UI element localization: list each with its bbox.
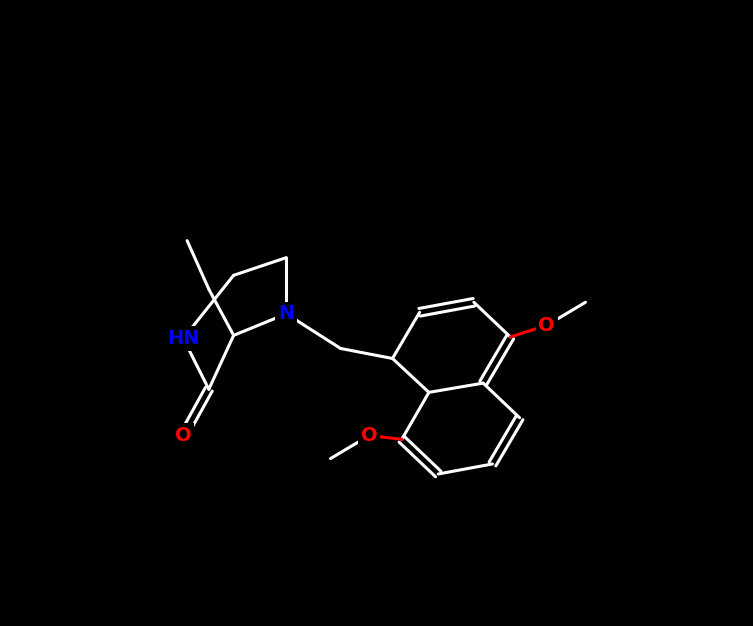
Text: N: N xyxy=(278,304,294,323)
Text: HN: HN xyxy=(167,329,200,348)
Text: O: O xyxy=(175,426,191,445)
Text: O: O xyxy=(361,426,377,445)
Text: O: O xyxy=(538,316,555,335)
